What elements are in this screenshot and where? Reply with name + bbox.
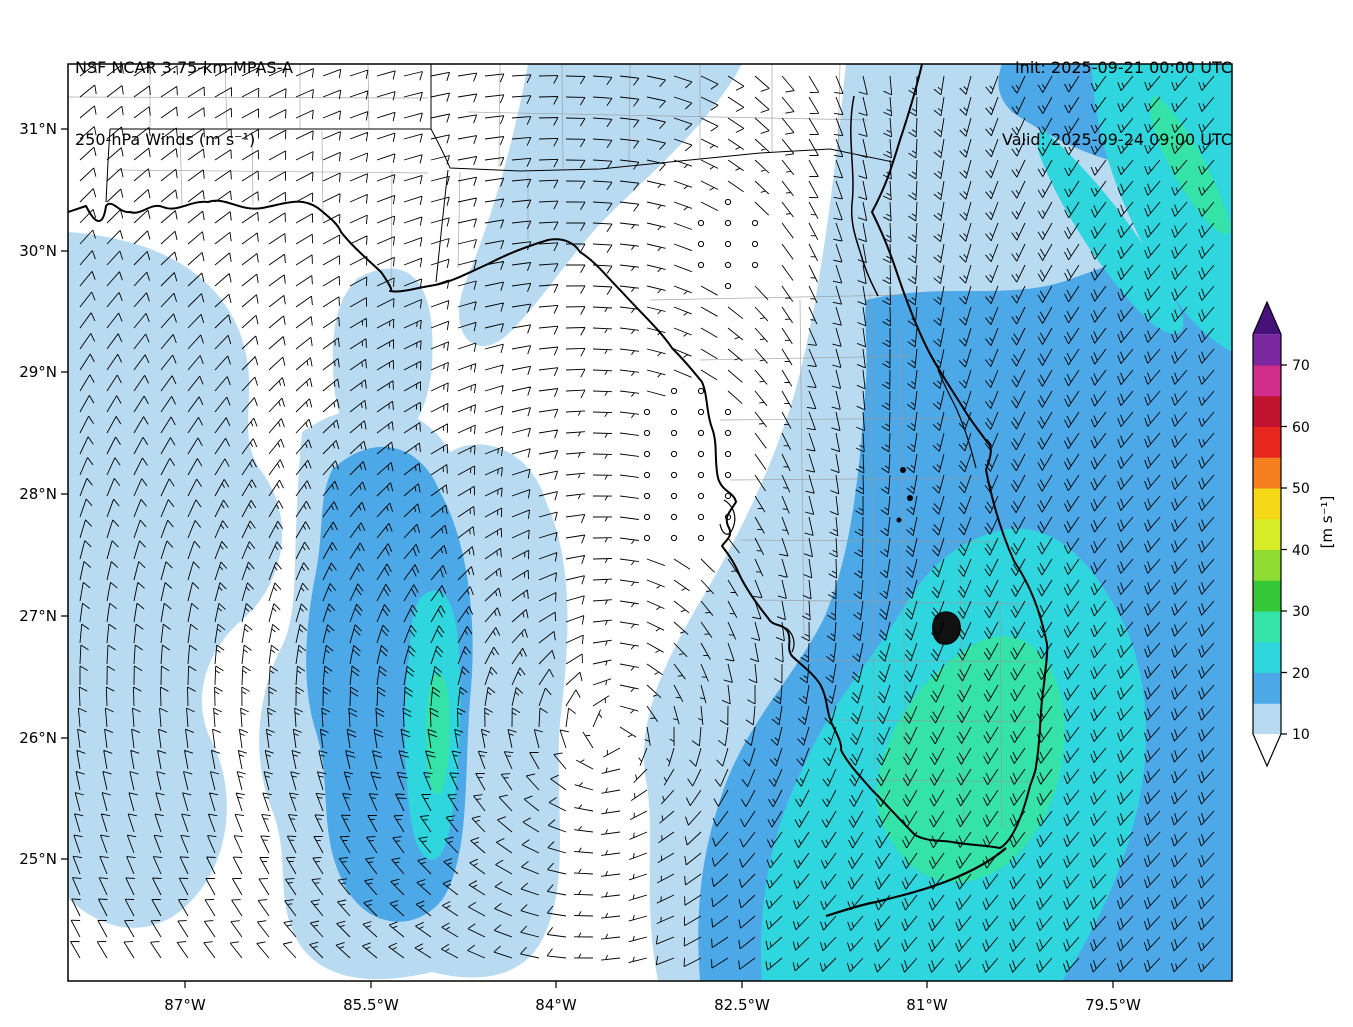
colorbar-cell — [1253, 580, 1281, 612]
colorbar-cells — [1253, 334, 1281, 735]
fill-region — [459, 64, 742, 347]
colorbar-tick-label: 70 — [1292, 358, 1310, 374]
plot-title-line2: 250-hPa Winds (m s⁻¹) — [75, 130, 256, 149]
colorbar-cell — [1253, 518, 1281, 550]
colorbar-cell — [1253, 395, 1281, 427]
kissimmee-lake — [896, 517, 902, 523]
x-axis-labels: 87°W 85.5°W 84°W 82.5°W 81°W 79.5°W — [164, 996, 1141, 1014]
x-tick-label: 82.5°W — [714, 996, 770, 1014]
colorbar-outline — [1252, 300, 1282, 768]
colorbar-tick-label: 10 — [1292, 727, 1310, 743]
colorbar-cell — [1253, 611, 1281, 643]
x-tick-label: 87°W — [164, 996, 206, 1014]
tampa-bay — [719, 499, 736, 535]
y-tick-label: 27°N — [19, 607, 57, 625]
kissimmee-lake — [907, 495, 913, 501]
axis-tick-marks — [61, 128, 1114, 988]
fill-region — [1092, 64, 1232, 352]
fill-region — [1150, 96, 1231, 235]
plot-times: Init: 2025-09-21 00:00 UTC Valid: 2025-0… — [1002, 8, 1232, 200]
plot-title-line1: NSF NCAR 3.75-km MPAS-A — [75, 58, 293, 77]
map-frame — [67, 63, 1233, 982]
colorbar-tick-label: 60 — [1292, 420, 1310, 436]
colorbar: 70 60 50 40 30 20 10 [m s⁻¹] — [1252, 300, 1336, 768]
coastline — [68, 64, 1049, 918]
x-tick-label: 84°W — [535, 996, 577, 1014]
x-tick-label: 79.5°W — [1085, 996, 1141, 1014]
fill-region — [426, 673, 451, 795]
y-tick-label: 31°N — [19, 120, 57, 138]
colorbar-units-label: [m s⁻¹] — [1318, 496, 1336, 549]
calm-wind-circles — [643, 198, 759, 542]
colorbar-under-arrow — [1253, 734, 1281, 766]
colorbar-tick-label: 50 — [1292, 481, 1310, 497]
y-tick-label: 29°N — [19, 363, 57, 381]
kissimmee-lake — [900, 467, 906, 473]
colorbar-tick-marks — [1281, 364, 1287, 735]
colorbar-cell — [1253, 457, 1281, 489]
colorbar-cell — [1253, 488, 1281, 520]
y-tick-label: 28°N — [19, 485, 57, 503]
y-tick-label: 30°N — [19, 242, 57, 260]
colorbar-cell — [1253, 703, 1281, 735]
wind-barbs — [70, 64, 1215, 973]
canaveral-lagoon — [937, 369, 977, 469]
colorbar-tick-label: 30 — [1292, 604, 1310, 620]
fill-region — [1037, 130, 1184, 334]
init-time-label: Init: 2025-09-21 00:00 UTC — [1014, 58, 1232, 77]
charlotte-harbor — [785, 627, 795, 653]
x-tick-label: 81°W — [906, 996, 948, 1014]
colorbar-cell — [1253, 549, 1281, 581]
x-tick-label: 85.5°W — [343, 996, 399, 1014]
fill-region — [68, 232, 283, 928]
state-borders — [105, 64, 894, 283]
colorbar-tick-label: 20 — [1292, 666, 1310, 682]
county-lines — [68, 64, 1039, 829]
y-tick-label: 26°N — [19, 729, 57, 747]
colorbar-over-arrow — [1253, 302, 1281, 335]
y-axis-labels: 31°N 30°N 29°N 28°N 27°N 26°N 25°N — [19, 120, 57, 868]
colorbar-cell — [1253, 641, 1281, 673]
lake-okeechobee — [932, 611, 961, 645]
colorbar-cell — [1253, 672, 1281, 704]
y-tick-label: 25°N — [19, 850, 57, 868]
colorbar-cell — [1253, 365, 1281, 397]
colorbar-cell — [1253, 426, 1281, 458]
colorbar-tick-label: 40 — [1292, 543, 1310, 559]
colorbar-cell — [1253, 334, 1281, 366]
plot-title: NSF NCAR 3.75-km MPAS-A 250-hPa Winds (m… — [75, 8, 293, 200]
wind-speed-fill — [68, 64, 1232, 981]
wind-barb-glyphs — [70, 64, 1215, 973]
st-johns-river — [850, 95, 879, 297]
valid-time-label: Valid: 2025-09-24 09:00 UTC — [1001, 130, 1232, 149]
colorbar-tick-labels: 70 60 50 40 30 20 10 — [1292, 358, 1310, 743]
